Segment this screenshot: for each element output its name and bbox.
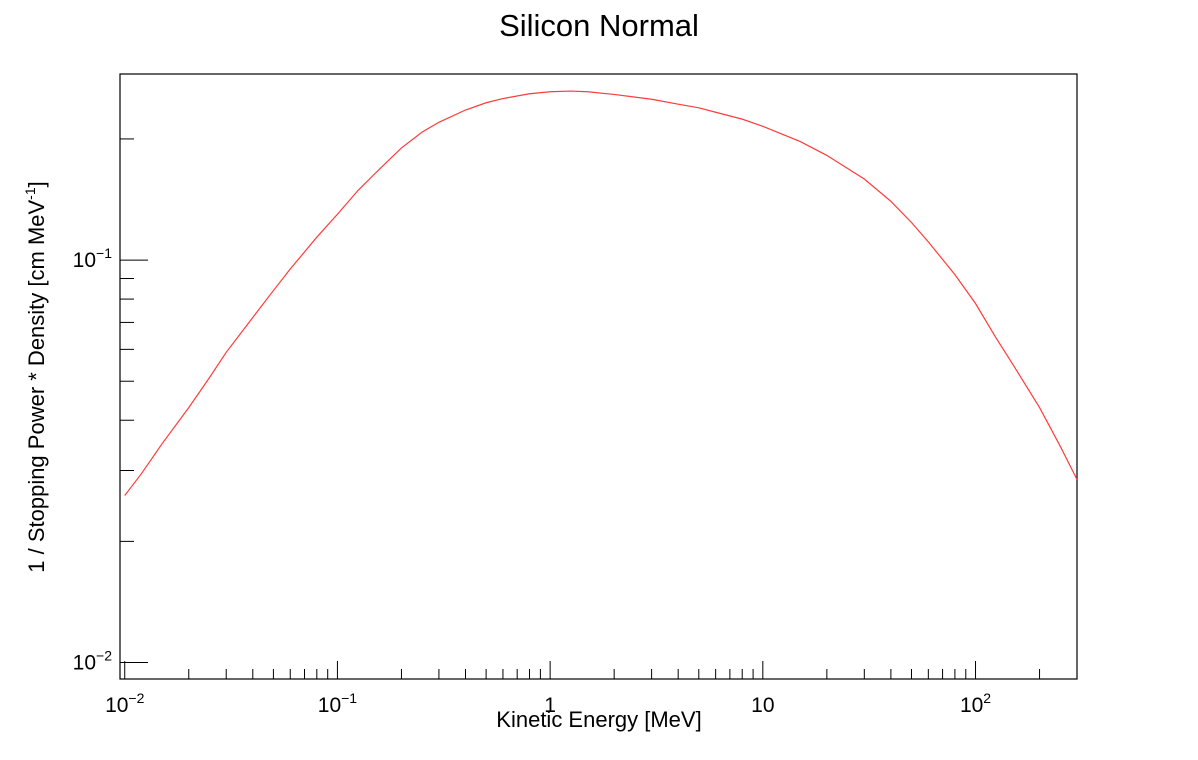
y-axis-title-sup: -1 (22, 187, 38, 200)
y-tick-label: 10−2 (73, 648, 113, 675)
x-tick-label-base: 10 (318, 694, 341, 717)
x-tick-label: 10−2 (105, 690, 145, 717)
x-tick-label-base: 10 (960, 694, 983, 717)
x-axis-tick-labels: 10−2 10−1 1 10 102 (105, 690, 991, 717)
y-axis-tick-labels: 10−110−2 (73, 245, 113, 674)
y-tick-label-exponent: −2 (96, 648, 112, 664)
y-axis-title-close: ] (24, 181, 49, 187)
x-tick-label-base: 1 (544, 694, 556, 717)
x-tick-label-exponent: −1 (341, 690, 357, 706)
plot-frame (119, 73, 1078, 680)
chart-title: Silicon Normal (499, 8, 699, 43)
y-tick-label-base: 10 (73, 652, 96, 675)
x-tick-label: 102 (960, 690, 991, 717)
x-axis-ticks (124, 661, 1078, 679)
y-axis-ticks (120, 138, 148, 664)
x-tick-label-exponent: −2 (128, 690, 144, 706)
y-axis-title-main: 1 / Stopping Power * Density [cm MeV (24, 199, 49, 572)
x-tick-label: 10−1 (318, 690, 358, 717)
y-tick-label: 10−1 (73, 245, 113, 272)
series-line (124, 90, 1078, 496)
x-tick-label-exponent: 2 (983, 690, 991, 706)
x-tick-label-base: 10 (751, 694, 774, 717)
y-axis-title: 1 / Stopping Power * Density [cm MeV-1] (22, 181, 49, 573)
x-axis-title: Kinetic Energy [MeV] (496, 707, 701, 732)
y-tick-label-base: 10 (73, 249, 96, 272)
x-tick-label-base: 10 (105, 694, 128, 717)
y-tick-label-exponent: −1 (96, 245, 112, 261)
x-tick-label: 10 (751, 694, 774, 717)
x-tick-label: 1 (544, 694, 556, 717)
